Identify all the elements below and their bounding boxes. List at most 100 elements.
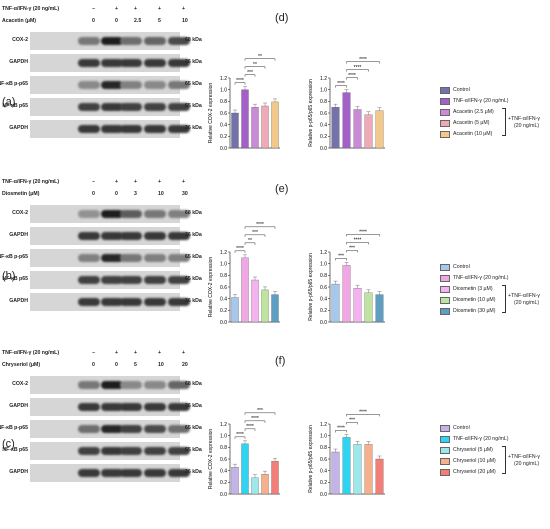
kda-label: 36 kDa: [185, 232, 202, 238]
legend-entry: Acacetin (5 μM): [453, 119, 490, 126]
dose-label: 30: [182, 191, 188, 197]
protein-band: [120, 81, 142, 89]
bar-chart: 0.0 0.2 0.4 0.6 0.8 1.0 1.2 Relative COX-2 expr…: [208, 222, 280, 326]
bar: [364, 444, 373, 495]
protein-band: [101, 125, 123, 133]
legend-bracket: [502, 108, 506, 136]
legend-bracket: [502, 446, 506, 474]
protein-band: [78, 232, 100, 240]
y-tick-label: 1.2: [220, 76, 227, 82]
y-tick-label: 0.2: [320, 134, 327, 140]
treatment-label: TNF-α/IFN-γ (20 ng/mL): [2, 179, 60, 185]
protein-name: COX-2: [12, 381, 28, 387]
legend-swatch: [440, 425, 450, 432]
legend-swatch: [440, 109, 450, 116]
legend-swatch: [440, 275, 450, 282]
bar-chart: 0.0 0.2 0.4 0.6 0.8 1.0 1.2 Relative COX-2 expr…: [208, 408, 280, 498]
legend-swatch: [440, 447, 450, 454]
y-tick-label: 0.8: [220, 99, 227, 105]
protein-name: GAPDH: [9, 403, 28, 409]
y-tick-label: 1.2: [320, 250, 327, 256]
kda-label: 65 kDa: [185, 447, 202, 453]
protein-band: [168, 447, 190, 455]
treatment-sign: +: [182, 6, 186, 12]
sig-label: ****: [256, 222, 264, 228]
legend-entry: TNF-α/IFN-γ (20 ng/mL): [453, 435, 509, 442]
protein-band: [144, 232, 166, 240]
y-tick-label: 0.8: [220, 273, 227, 279]
y-tick-label: 0.8: [220, 445, 227, 451]
treatment-sign: +: [134, 6, 138, 12]
y-tick-label: 1.2: [320, 76, 327, 82]
y-tick-label: 0.8: [320, 99, 327, 105]
treatment-sign: +: [115, 179, 119, 185]
legend-entry: Chryseriol (10 μM): [453, 457, 496, 464]
sig-label: ***: [338, 254, 344, 260]
sig-label: ***: [252, 230, 258, 236]
y-tick-label: 0.0: [220, 492, 227, 498]
legend-bracket: [502, 285, 506, 313]
protein-band: [168, 59, 190, 67]
protein-name: NF-κB p65: [2, 447, 28, 453]
protein-band: [144, 403, 166, 411]
dose-label: 5: [134, 362, 137, 368]
panel-label: (f): [275, 355, 286, 367]
protein-name: GAPDH: [9, 125, 28, 131]
protein-band: [120, 125, 142, 133]
protein-band: [120, 232, 142, 240]
sig-label: ****: [348, 73, 356, 79]
protein-name: NF-κB p65: [2, 276, 28, 282]
legend-entry: Control: [453, 263, 470, 270]
protein-band: [144, 469, 166, 477]
bar: [375, 294, 384, 323]
protein-band: [101, 210, 123, 218]
dose-label: 0: [115, 18, 118, 24]
treatment-sign: +: [134, 179, 138, 185]
y-axis-label: Relative p-p65/p65 expression: [308, 425, 314, 493]
legend-entry: Diosmetin (10 μM): [453, 296, 496, 303]
kda-label: 65 kDa: [185, 425, 202, 431]
protein-band: [120, 37, 142, 45]
protein-band: [120, 276, 142, 284]
dose-label: 0: [92, 191, 95, 197]
blot-strip: [30, 98, 190, 116]
legend-entry: Chryseriol (5 μM): [453, 446, 493, 453]
bar: [251, 477, 259, 495]
protein-band: [168, 125, 190, 133]
y-tick-label: 0.8: [320, 445, 327, 451]
bar: [231, 467, 239, 495]
bar: [241, 257, 249, 323]
bar: [353, 288, 362, 323]
sig-label: ***: [247, 70, 253, 76]
bar: [353, 109, 362, 149]
sig-label: ****: [251, 416, 259, 422]
bar-chart: 0.0 0.2 0.4 0.6 0.8 1.0 1.2 Relative p-p65/p65 …: [308, 230, 385, 326]
legend-entry: Diosmetin (30 μM): [453, 307, 496, 314]
legend-swatch: [440, 87, 450, 94]
treatment-sign: −: [92, 350, 96, 356]
panel-label: (a): [2, 96, 16, 108]
kda-label: 36 kDa: [185, 59, 202, 65]
bar: [261, 105, 269, 149]
bar: [241, 443, 249, 495]
protein-band: [120, 103, 142, 111]
protein-band: [168, 103, 190, 111]
y-tick-label: 1.0: [320, 261, 327, 267]
bar: [375, 458, 384, 495]
y-tick-label: 0.6: [220, 285, 227, 291]
protein-band: [78, 81, 100, 89]
protein-band: [168, 254, 190, 262]
treatment-sign: +: [115, 6, 119, 12]
protein-band: [168, 298, 190, 306]
y-axis-label: Relative p-p65/p65 expression: [308, 253, 314, 321]
protein-band: [120, 403, 142, 411]
protein-band: [78, 276, 100, 284]
kda-label: 65 kDa: [185, 254, 202, 260]
y-tick-label: 0.2: [220, 308, 227, 314]
legend-entry: TNF-α/IFN-γ (20 ng/mL): [453, 97, 509, 104]
dose-label: 0: [115, 362, 118, 368]
blot-strip: [30, 376, 190, 394]
protein-band: [144, 254, 166, 262]
protein-band: [144, 210, 166, 218]
sig-label: ****: [359, 57, 367, 63]
